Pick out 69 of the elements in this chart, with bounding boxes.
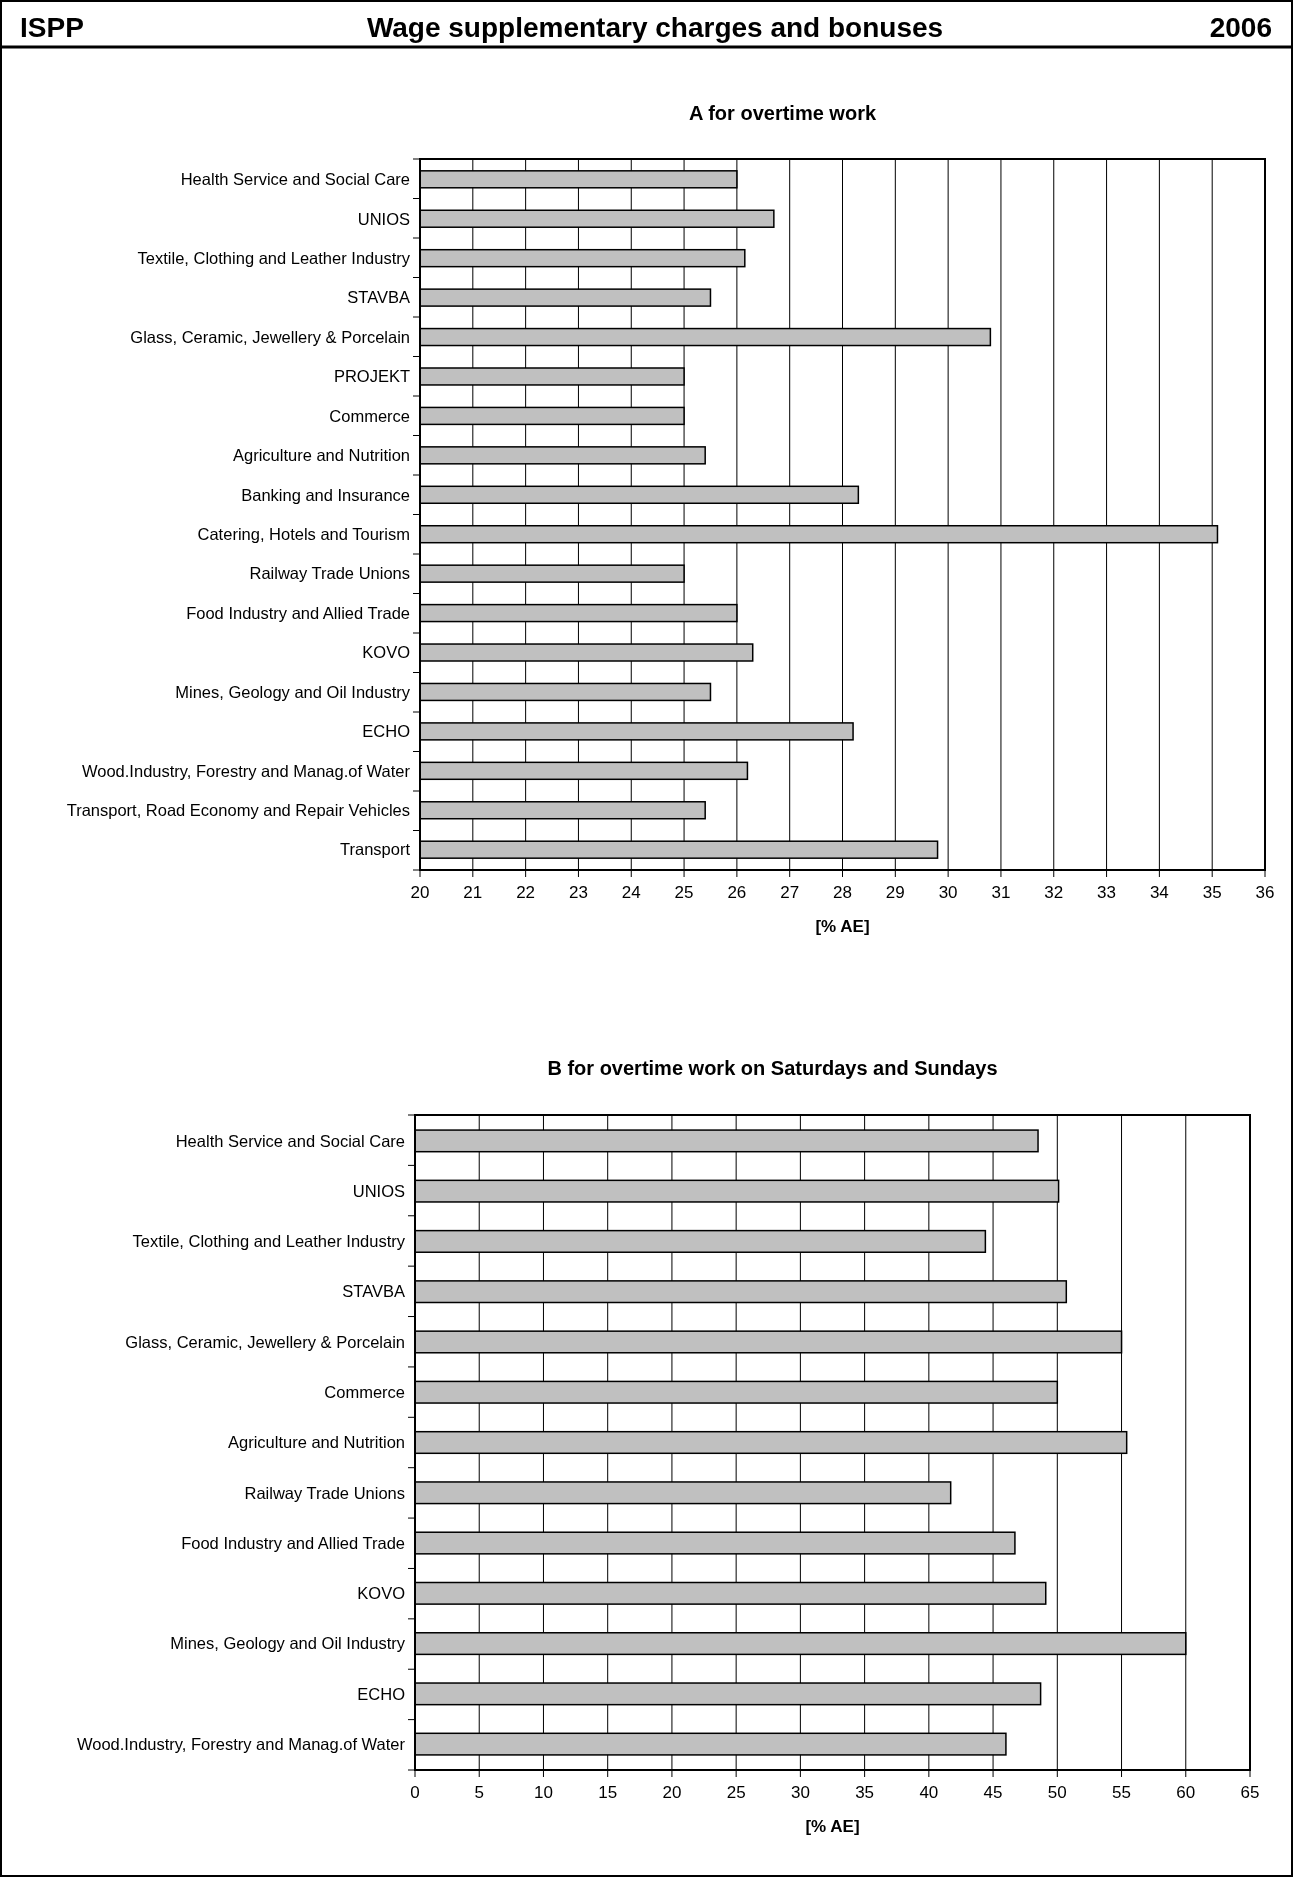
y-tick-label: STAVBA <box>347 288 410 307</box>
text: ISPP <box>20 12 84 43</box>
y-tick-label: Railway Trade Unions <box>249 564 410 583</box>
x-tick-label: 65 <box>1240 1783 1260 1802</box>
x-axis-title: [% AE] <box>805 1817 860 1836</box>
x-tick-label: 55 <box>1112 1783 1131 1802</box>
y-tick-label: Agriculture and Nutrition <box>227 1433 405 1452</box>
x-tick-label: 60 <box>1176 1783 1196 1802</box>
y-tick-label: Food Industry and Allied Trade <box>186 603 410 622</box>
y-tick-label: Glass, Ceramic, Jewellery & Porcelain <box>130 327 410 346</box>
x-tick-label: 40 <box>919 1783 939 1802</box>
y-tick-label: UNIOS <box>352 1181 405 1200</box>
y-tick-label: ECHO <box>362 722 411 741</box>
x-tick-label: 27 <box>780 883 800 902</box>
x-tick-label: 20 <box>410 883 430 902</box>
y-tick-label: Mines, Geology and Oil Industry <box>175 682 411 701</box>
y-tick-label: Commerce <box>329 406 410 425</box>
x-tick-label: 5 <box>474 1783 484 1802</box>
x-tick-label: 25 <box>674 883 694 902</box>
y-tick-label: Agriculture and Nutrition <box>232 446 410 465</box>
y-tick-label: ECHO <box>357 1684 406 1703</box>
y-tick-label: Food Industry and Allied Trade <box>181 1533 405 1552</box>
x-tick-label: 30 <box>790 1783 810 1802</box>
y-tick-label: Railway Trade Unions <box>244 1483 405 1502</box>
x-axis-title: [% AE] <box>815 917 870 936</box>
y-tick-label: Mines, Geology and Oil Industry <box>170 1634 406 1653</box>
y-tick-label: Textile, Clothing and Leather Industry <box>132 1232 406 1251</box>
x-tick-label: 32 <box>1044 883 1064 902</box>
y-tick-label: UNIOS <box>357 209 410 228</box>
x-tick-label: 35 <box>855 1783 875 1802</box>
y-tick-label: Commerce <box>324 1383 405 1402</box>
x-tick-label: 21 <box>463 883 483 902</box>
text: Wage supplementary charges and bonuses <box>366 12 944 43</box>
x-tick-label: 36 <box>1255 883 1275 902</box>
x-tick-label: 45 <box>983 1783 1003 1802</box>
y-tick-label: Catering, Hotels and Tourism <box>197 524 410 543</box>
x-tick-label: 10 <box>534 1783 553 1802</box>
x-tick-label: 15 <box>598 1783 618 1802</box>
chart-title: B for overtime work on Saturdays and Sundays <box>547 1057 998 1079</box>
y-tick-label: Wood.Industry, Forestry and Manag.of Water <box>76 1734 406 1753</box>
text: 2006 <box>1209 12 1272 43</box>
x-tick-label: 0 <box>410 1783 420 1802</box>
y-tick-label: KOVO <box>357 1584 406 1603</box>
y-tick-label: Textile, Clothing and Leather Industry <box>137 248 411 267</box>
x-tick-label: 22 <box>516 883 536 902</box>
x-tick-label: 29 <box>885 883 905 902</box>
y-tick-label: Glass, Ceramic, Jewellery & Porcelain <box>125 1332 405 1351</box>
y-tick-label: PROJEKT <box>333 367 410 386</box>
y-tick-label: Transport <box>340 840 411 859</box>
x-tick-label: 25 <box>726 1783 746 1802</box>
x-tick-label: 26 <box>727 883 747 902</box>
y-tick-label: Health Service and Social Care <box>180 170 410 189</box>
x-tick-label: 20 <box>662 1783 682 1802</box>
y-tick-label: Transport, Road Economy and Repair Vehicles <box>66 801 410 820</box>
x-tick-label: 33 <box>1097 883 1117 902</box>
x-tick-label: 50 <box>1047 1783 1067 1802</box>
x-tick-label: 31 <box>991 883 1011 902</box>
y-tick-label: Health Service and Social Care <box>175 1131 405 1150</box>
y-tick-label: STAVBA <box>342 1282 405 1301</box>
y-tick-label: Banking and Insurance <box>241 485 410 504</box>
x-tick-label: 28 <box>833 883 852 902</box>
chart-title: A for overtime work <box>688 102 877 124</box>
x-tick-label: 24 <box>621 883 641 902</box>
x-tick-label: 30 <box>938 883 958 902</box>
y-tick-label: KOVO <box>362 643 411 662</box>
x-tick-label: 34 <box>1149 883 1169 902</box>
x-tick-label: 35 <box>1202 883 1222 902</box>
y-tick-label: Wood.Industry, Forestry and Manag.of Water <box>81 761 411 780</box>
x-tick-label: 23 <box>568 883 588 902</box>
